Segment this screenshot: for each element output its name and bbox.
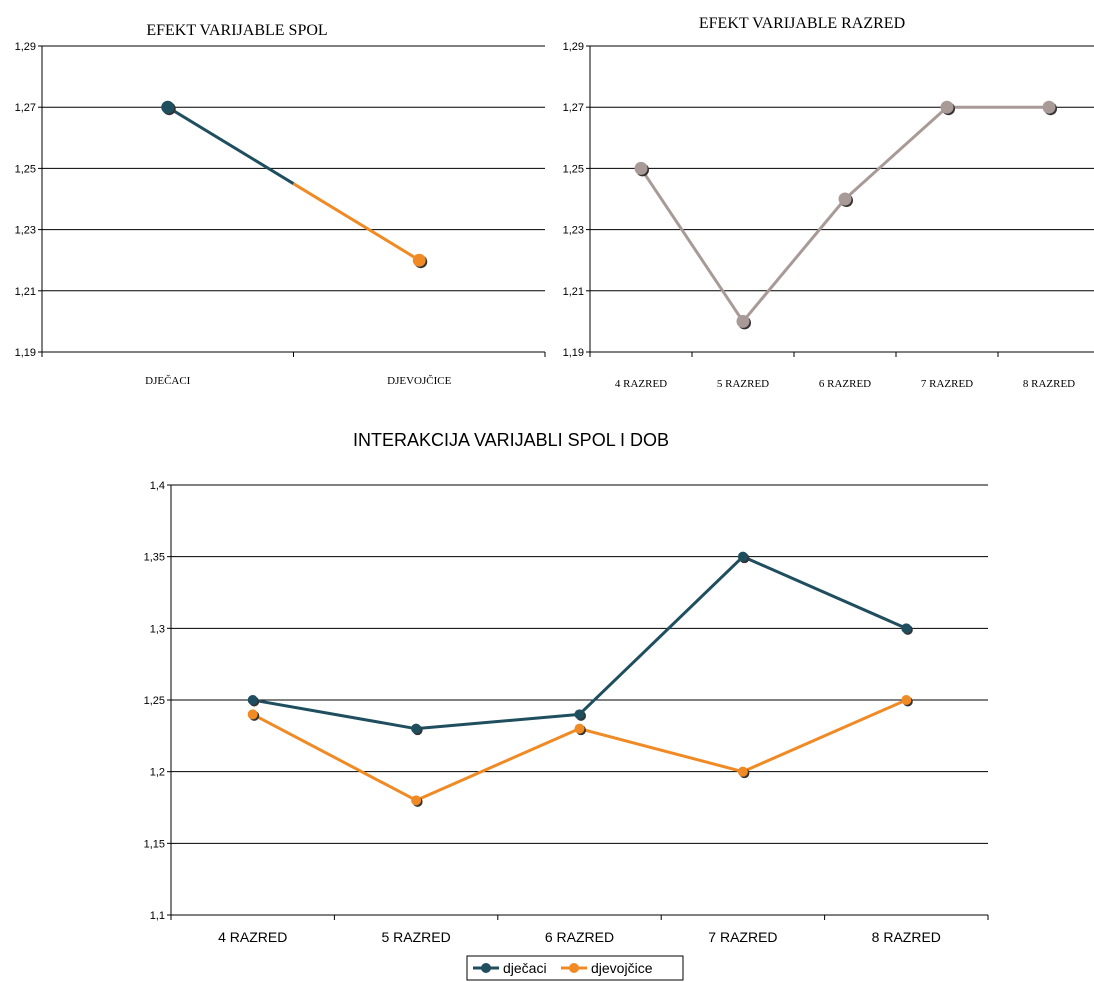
chart-razred: EFEKT VARIJABLE RAZRED 1,19 1,21 1,23 1,25 1,… xyxy=(563,15,1094,390)
x-tick-label: 5 RAZRED xyxy=(717,378,769,390)
y-tick-label: 1,15 xyxy=(144,838,165,850)
x-tick-label: 4 RAZRED xyxy=(218,929,287,945)
x-tick-label: DJEČACI xyxy=(145,375,191,387)
data-point xyxy=(838,192,852,206)
y-tick-label: 1,19 xyxy=(15,347,36,359)
data-point xyxy=(1042,100,1056,114)
y-tick-label: 1,21 xyxy=(15,286,36,298)
y-tick-label: 1,35 xyxy=(144,552,165,564)
x-tick-label: 4 RAZRED xyxy=(615,378,667,390)
chart-title: INTERAKCIJA VARIJABLI SPOL I DOB xyxy=(353,430,669,450)
y-tick-label: 1,2 xyxy=(150,767,165,779)
x-tick-label: 6 RAZRED xyxy=(819,378,871,390)
chart-spol: EFEKT VARIJABLE SPOL 1,19 1,21 1,23 1,25 1,27… xyxy=(15,22,546,387)
y-tick-label: 1,23 xyxy=(15,225,36,237)
y-tick-label: 1,19 xyxy=(563,347,584,359)
y-tick-label: 1,4 xyxy=(150,480,165,492)
data-point xyxy=(247,709,258,720)
legend-label: dječaci xyxy=(503,960,547,976)
x-tick-label: 7 RAZRED xyxy=(708,929,777,945)
x-tick-label: 8 RAZRED xyxy=(1023,378,1075,390)
data-point xyxy=(736,314,750,328)
series-line-dječaci xyxy=(252,555,907,731)
data-point xyxy=(161,100,175,114)
data-point xyxy=(412,253,426,267)
y-tick-label: 1,29 xyxy=(15,41,36,53)
chart-interakcija: INTERAKCIJA VARIJABLI SPOL I DOB 1,1 1,15 1… xyxy=(144,430,989,981)
data-point xyxy=(411,723,422,734)
series-line-series-0 xyxy=(639,105,1049,323)
y-tick-label: 1,21 xyxy=(563,286,584,298)
x-tick-label: 5 RAZRED xyxy=(381,929,450,945)
data-point xyxy=(247,695,258,705)
y-tick-label: 1,27 xyxy=(15,102,36,114)
data-point xyxy=(411,795,422,806)
data-point xyxy=(574,709,585,720)
x-tick-label: 6 RAZRED xyxy=(545,929,614,945)
y-tick-label: 1,25 xyxy=(563,163,584,175)
y-tick-label: 1,3 xyxy=(150,623,165,635)
y-tick-label: 1,1 xyxy=(150,910,165,922)
data-point xyxy=(940,100,954,114)
data-point xyxy=(574,723,585,734)
y-tick-label: 1,29 xyxy=(563,41,584,53)
series-line xyxy=(292,182,421,262)
data-point xyxy=(901,623,912,634)
data-point xyxy=(901,695,912,705)
legend: dječaci djevojčice xyxy=(466,955,684,981)
y-tick-label: 1,25 xyxy=(15,163,36,175)
data-point xyxy=(737,766,748,777)
x-tick-label: DJEVOJČICE xyxy=(387,375,451,387)
legend-label: djevojčice xyxy=(591,960,653,976)
y-tick-label: 1,25 xyxy=(144,695,165,707)
chart-title: EFEKT VARIJABLE RAZRED xyxy=(699,15,905,32)
y-tick-label: 1,27 xyxy=(563,102,584,114)
x-tick-label: 7 RAZRED xyxy=(921,378,973,390)
data-point xyxy=(634,161,648,175)
chart-title: EFEKT VARIJABLE SPOL xyxy=(146,22,327,39)
y-tick-label: 1,23 xyxy=(563,225,584,237)
legend-swatch-marker xyxy=(481,963,491,973)
x-tick-label: 8 RAZRED xyxy=(872,929,941,945)
legend-swatch-marker xyxy=(569,963,579,973)
series-line xyxy=(166,105,295,185)
data-point xyxy=(737,551,748,562)
